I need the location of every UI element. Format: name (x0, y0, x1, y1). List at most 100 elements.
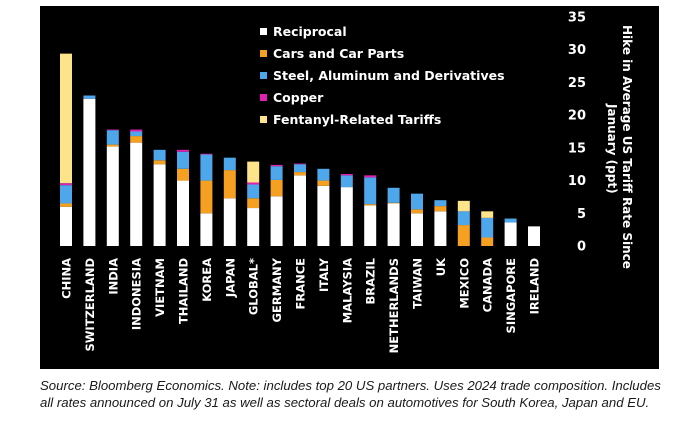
bar-segment-reciprocal-singapore (504, 222, 517, 246)
legend-swatch-reciprocal (260, 28, 267, 35)
legend-swatch-cars-and-car-parts (260, 50, 267, 57)
category-label-france: FRANCE (294, 258, 308, 310)
bar-segment-reciprocal-vietnam (153, 164, 166, 246)
category-label-singapore: SINGAPORE (504, 258, 518, 334)
chart-panel: CHINA SWITZERLAND INDIA INDONESIA VIETNAM THA… (40, 6, 659, 369)
y-tick-label-15: 15 (568, 141, 586, 156)
category-label-malaysia: MALAYSIA (340, 258, 354, 323)
bar-segment-copper-china (60, 183, 72, 186)
bar-segment-copper-india (106, 129, 119, 131)
bar-segment-steel-aluminum-and-derivatives-china (60, 185, 72, 204)
category-label-italy: ITALY (317, 257, 331, 292)
category-label-global-: GLOBAL* (247, 258, 261, 315)
category-label-ireland: IRELAND (528, 258, 542, 314)
bar-segment-cars-and-car-parts-taiwan (411, 209, 423, 214)
bar-segment-cars-and-car-parts-thailand (177, 168, 189, 181)
bar-segment-steel-aluminum-and-derivatives-france (294, 164, 306, 173)
bar-segment-steel-aluminum-and-derivatives-india (106, 130, 119, 145)
bar-segment-cars-and-car-parts-canada (481, 237, 494, 246)
source-note: Source: Bloomberg Economics. Note: inclu… (40, 378, 661, 410)
bar-segment-cars-and-car-parts-netherlands (387, 202, 400, 204)
bar-segment-reciprocal-global- (247, 208, 260, 246)
legend-label-steel-aluminum-and-derivatives: Steel, Aluminum and Derivatives (273, 68, 505, 83)
category-label-brazil: BRAZIL (364, 257, 378, 304)
bar-segment-reciprocal-france (294, 175, 306, 246)
y-tick-label-10: 10 (568, 174, 586, 189)
category-label-korea: KOREA (200, 258, 214, 302)
bar-segment-reciprocal-indonesia (130, 142, 143, 246)
bar-segment-fentanyl-related-tariffs-canada (481, 211, 494, 218)
category-label-switzerland: SWITZERLAND (83, 258, 97, 352)
bar-segment-cars-and-car-parts-global- (247, 198, 260, 209)
bar-segment-steel-aluminum-and-derivatives-korea (200, 154, 213, 181)
bar-segment-cars-and-car-parts-brazil (364, 204, 377, 206)
bar-segment-reciprocal-italy (317, 185, 330, 246)
bar-segment-reciprocal-india (106, 146, 119, 246)
category-label-mexico: MEXICO (457, 258, 471, 309)
y-axis-title-line-2: January (ppt) (605, 103, 619, 194)
bar-segment-cars-and-car-parts-uk (434, 206, 447, 212)
category-label-taiwan: TAIWAN (411, 258, 425, 309)
bar-segment-steel-aluminum-and-derivatives-germany (270, 166, 283, 180)
bar-segment-cars-and-car-parts-china (60, 203, 72, 207)
y-tick-label-30: 30 (568, 43, 586, 58)
legend-swatch-steel-aluminum-and-derivatives (260, 72, 267, 79)
bar-segment-cars-and-car-parts-france (294, 172, 306, 176)
bar-segment-cars-and-car-parts-japan (223, 170, 236, 199)
bar-segment-copper-korea (200, 153, 213, 155)
bar-segment-cars-and-car-parts-india (106, 144, 119, 147)
y-tick-label-25: 25 (568, 76, 586, 91)
bar-segment-cars-and-car-parts-indonesia (130, 136, 143, 143)
category-label-germany: GERMANY (270, 257, 284, 322)
bar-segment-steel-aluminum-and-derivatives-vietnam (153, 149, 166, 161)
bar-segment-steel-aluminum-and-derivatives-canada (481, 217, 494, 238)
bar-segment-reciprocal-netherlands (387, 203, 400, 246)
category-label-netherlands: NETHERLANDS (387, 258, 401, 353)
bar-segment-copper-thailand (177, 149, 189, 152)
category-label-indonesia: INDONESIA (130, 258, 144, 330)
legend-label-fentanyl-related-tariffs: Fentanyl-Related Tariffs (273, 112, 441, 127)
bar-segment-copper-france (294, 163, 306, 165)
bar-segment-reciprocal-japan (223, 198, 236, 246)
bar-segment-cars-and-car-parts-germany (270, 179, 283, 197)
bar-segment-copper-global- (247, 182, 260, 185)
bar-segment-copper-malaysia (340, 174, 353, 176)
bar-segment-copper-indonesia (130, 129, 143, 132)
bar-segment-steel-aluminum-and-derivatives-mexico (457, 211, 470, 226)
bar-segment-reciprocal-korea (200, 213, 213, 246)
bar-segment-fentanyl-related-tariffs-mexico (457, 200, 470, 212)
bar-segment-reciprocal-china (60, 206, 72, 246)
bar-segment-steel-aluminum-and-derivatives-indonesia (130, 131, 143, 137)
bar-segment-steel-aluminum-and-derivatives-netherlands (387, 187, 400, 203)
bar-segment-steel-aluminum-and-derivatives-malaysia (340, 175, 353, 188)
bar-segment-cars-and-car-parts-vietnam (153, 160, 166, 165)
legend-label-cars-and-car-parts: Cars and Car Parts (273, 46, 404, 61)
bar-segment-reciprocal-ireland (528, 226, 540, 246)
legend-label-reciprocal: Reciprocal (273, 24, 347, 39)
y-tick-label-35: 35 (568, 11, 586, 26)
bar-segment-reciprocal-switzerland (83, 98, 96, 247)
category-label-uk: UK (434, 257, 448, 276)
category-label-canada: CANADA (481, 258, 495, 312)
bar-segment-reciprocal-germany (270, 196, 283, 246)
category-label-india: INDIA (106, 258, 120, 295)
bar-segment-cars-and-car-parts-italy (317, 180, 330, 186)
bar-segment-steel-aluminum-and-derivatives-singapore (504, 218, 517, 223)
category-label-china: CHINA (60, 258, 74, 299)
bar-segment-reciprocal-taiwan (411, 213, 423, 246)
y-tick-label-5: 5 (577, 207, 586, 222)
legend-swatch-copper (260, 94, 267, 101)
bar-segment-steel-aluminum-and-derivatives-taiwan (411, 193, 423, 210)
y-tick-label-0: 0 (577, 240, 586, 255)
bar-segment-reciprocal-uk (434, 211, 447, 246)
bar-segment-steel-aluminum-and-derivatives-brazil (364, 177, 377, 205)
bar-segment-fentanyl-related-tariffs-china (60, 53, 72, 184)
bar-segment-reciprocal-brazil (364, 205, 377, 246)
bar-segment-steel-aluminum-and-derivatives-italy (317, 168, 330, 181)
legend-swatch-fentanyl-related-tariffs (260, 116, 267, 123)
legend-label-copper: Copper (273, 90, 324, 105)
bar-segment-steel-aluminum-and-derivatives-uk (434, 200, 447, 207)
bar-segment-copper-brazil (364, 175, 377, 178)
bar-segment-copper-germany (270, 164, 283, 167)
bar-segment-reciprocal-malaysia (340, 187, 353, 246)
